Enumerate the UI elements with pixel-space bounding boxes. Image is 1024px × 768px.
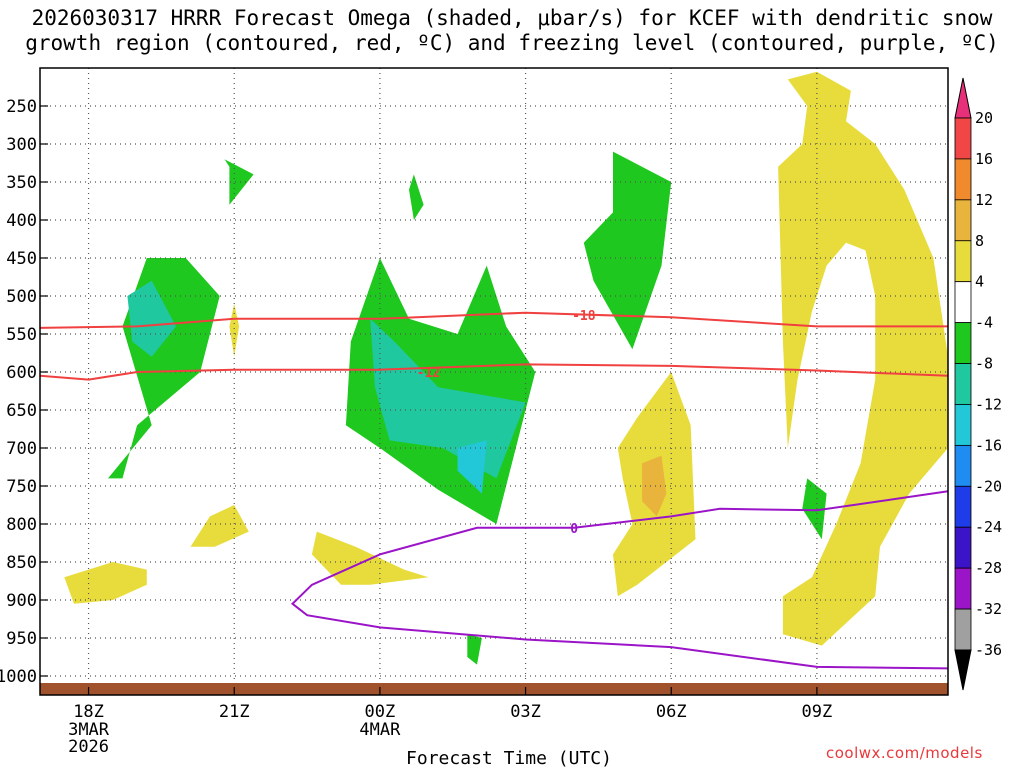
colorbar-label: -36 — [975, 641, 1002, 659]
y-tick-label: 550 — [6, 325, 37, 345]
contour-layer: -18 -12 0 — [39, 309, 949, 670]
colorbar-label: -20 — [975, 477, 1002, 495]
colorbar-label: -8 — [975, 355, 993, 373]
omega-region--12-region-c — [457, 440, 487, 494]
colorbar-segment — [954, 281, 972, 324]
colorbar-bottom-triangle — [954, 649, 972, 691]
omega-region--4-region-d — [409, 174, 424, 220]
colorbar: 20 16 12 8 4 -4 -8 -12 -16 -20 -24 -28 -32 -36 — [954, 77, 1002, 691]
omega-region--8-region-c — [370, 318, 526, 479]
colorbar-label: 8 — [975, 232, 984, 250]
colorbar-segment — [954, 363, 972, 405]
x-tick-label: 00Z — [365, 702, 396, 722]
y-tick-label: 1000 — [0, 667, 37, 687]
chart-title: 2026030317 HRRR Forecast Omega (shaded, … — [0, 6, 1024, 56]
y-tick-label: 350 — [6, 173, 37, 193]
y-tick-label: 700 — [6, 439, 37, 459]
colorbar-label: 16 — [975, 150, 993, 168]
y-tick-label: 900 — [6, 591, 37, 611]
omega-region--4-region-g — [467, 634, 482, 665]
y-tick-label: 300 — [6, 135, 37, 155]
omega-region--8-region-a — [127, 280, 176, 357]
y-tick-label: 950 — [6, 629, 37, 649]
x-tick-label: 21Z — [219, 702, 250, 722]
omega-region-4-region-a — [778, 71, 948, 646]
credit-link[interactable]: coolwx.com/models — [826, 744, 983, 762]
colorbar-segment — [954, 608, 972, 651]
contour-label: -12 — [417, 366, 440, 381]
x-tick-label: 09Z — [802, 702, 833, 722]
colorbar-segment — [954, 199, 972, 242]
omega-region--4-region-a — [108, 258, 220, 479]
contour--18-c-isotherm — [39, 311, 948, 329]
omega-region--4-region-e — [583, 151, 672, 350]
colorbar-segment — [954, 117, 972, 160]
colorbar-label: 4 — [975, 273, 984, 291]
title-line-2: growth region (contoured, red, ºC) and f… — [25, 31, 999, 55]
colorbar-segment — [954, 404, 972, 446]
omega-region-4-region-c — [64, 562, 147, 604]
y-tick-label: 250 — [6, 97, 37, 117]
colorbar-label: -28 — [975, 559, 1002, 577]
colorbar-segment — [954, 240, 972, 283]
y-tick-label: 650 — [6, 401, 37, 421]
y-tick-label: 600 — [6, 363, 37, 383]
y-tick-label: 750 — [6, 477, 37, 497]
y-tick-label: 800 — [6, 515, 37, 535]
y-tick-label: 450 — [6, 249, 37, 269]
colorbar-label: -16 — [975, 436, 1002, 454]
colorbar-label: -24 — [975, 518, 1002, 536]
x-tick-label: 06Z — [656, 702, 687, 722]
axes-layer: 250 300 350 400 450 500 550 600 650 700 750 800 850 9… — [0, 97, 832, 757]
omega-region-4-region-d — [190, 505, 249, 547]
colorbar-top-triangle — [954, 77, 972, 119]
colorbar-label: 12 — [975, 191, 993, 209]
contour-0-c-freezing-level — [290, 490, 949, 670]
colorbar-segment — [954, 485, 972, 528]
contour--12-c-isotherm — [39, 363, 949, 381]
colorbar-segment — [954, 322, 972, 364]
y-tick-label: 850 — [6, 553, 37, 573]
contour-label: 0 — [570, 522, 578, 537]
colorbar-label: -4 — [975, 314, 993, 332]
x-axis-label: Forecast Time (UTC) — [406, 748, 612, 768]
colorbar-segment — [954, 158, 972, 201]
x-tick-sublabel: 2026 — [68, 737, 109, 757]
contour-label: -18 — [572, 309, 596, 324]
omega-region--4-region-b — [224, 159, 254, 205]
x-tick-sublabel: 3MAR — [68, 720, 110, 740]
x-tick-label: 18Z — [73, 702, 104, 722]
omega-region-8-region-b — [642, 455, 667, 517]
title-line-1: 2026030317 HRRR Forecast Omega (shaded, … — [31, 6, 993, 30]
x-tick-sublabel: 4MAR — [359, 720, 401, 740]
colorbar-label: -32 — [975, 600, 1002, 618]
plot-frame — [39, 67, 949, 696]
colorbar-label: -12 — [975, 395, 1002, 413]
x-tick-label: 03Z — [510, 702, 541, 722]
colorbar-segment — [954, 567, 972, 610]
colorbar-segment — [954, 526, 972, 569]
terrain-bar — [40, 683, 948, 695]
omega-region-4-region-f — [229, 303, 240, 357]
y-tick-label: 500 — [6, 287, 37, 307]
colorbar-label: 20 — [975, 109, 993, 127]
y-tick-label: 400 — [6, 211, 37, 231]
colorbar-segment — [954, 444, 972, 487]
omega-shading-layer — [64, 71, 948, 665]
